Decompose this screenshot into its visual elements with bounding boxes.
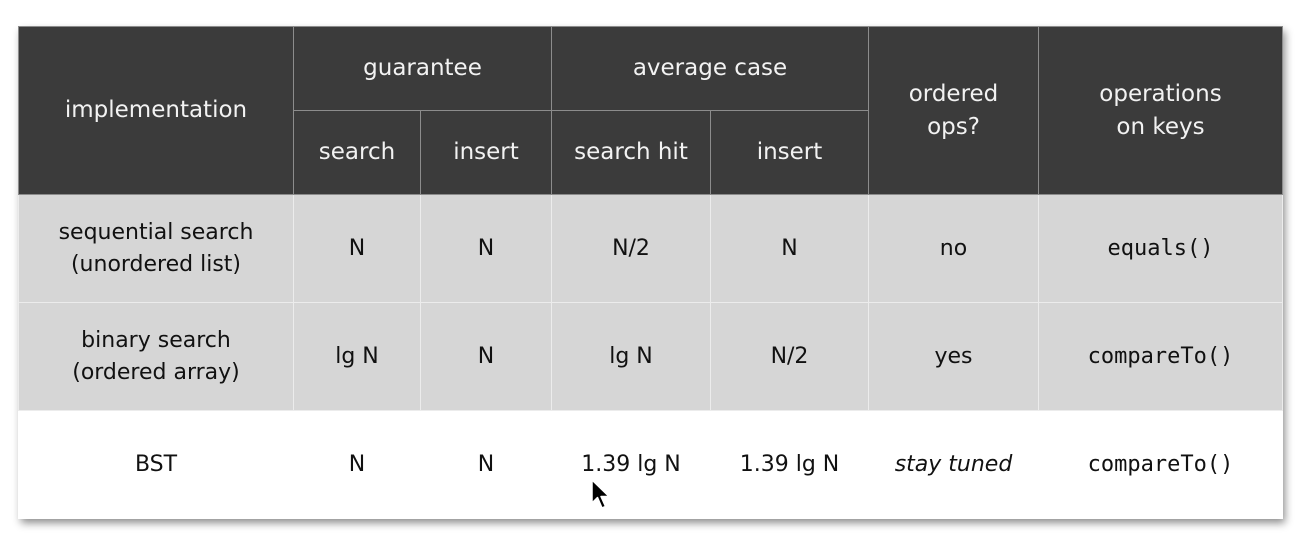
table-row: sequential search (unordered list) N N N… [18, 194, 1283, 303]
header-row-top: implementation guarantee average case or… [18, 26, 1283, 195]
implementation-line-1: sequential search [58, 219, 254, 245]
cell-ordered-ops: no [868, 194, 1039, 303]
cell-guarantee-search: lg N [293, 302, 421, 411]
header-ordered-ops-line-2: ops? [927, 113, 980, 140]
cell-implementation: sequential search (unordered list) [18, 194, 294, 303]
cell-ordered-ops: stay tuned [868, 410, 1039, 519]
comparison-table-frame: implementation guarantee average case or… [18, 26, 1283, 519]
mouse-pointer-arrow-icon [591, 479, 610, 509]
header-operations-on-keys: operations on keys [1038, 26, 1283, 195]
cell-average-insert: N/2 [710, 302, 869, 411]
cell-operations: compareTo() [1038, 410, 1283, 519]
cell-operations: equals() [1038, 194, 1283, 303]
header-average-insert: insert [710, 110, 869, 195]
implementation-line-2: (unordered list) [70, 251, 242, 277]
cell-average-search-hit: N/2 [551, 194, 711, 303]
cell-guarantee-search: N [293, 410, 421, 519]
table-row: binary search (ordered array) lg N N lg … [18, 302, 1283, 411]
header-guarantee: guarantee [293, 26, 552, 111]
cell-guarantee-search: N [293, 194, 421, 303]
header-guarantee-insert: insert [420, 110, 552, 195]
header-average-search-hit: search hit [551, 110, 711, 195]
header-guarantee-search: search [293, 110, 421, 195]
cell-ordered-ops: yes [868, 302, 1039, 411]
cell-guarantee-insert: N [420, 194, 552, 303]
cell-guarantee-insert: N [420, 302, 552, 411]
header-operations-line-1: operations [1099, 80, 1222, 107]
cell-average-insert: N [710, 194, 869, 303]
implementation-line-1: BST [134, 451, 178, 477]
cell-implementation: BST [18, 410, 294, 519]
cell-average-search-hit: 1.39 lg N [551, 410, 711, 519]
header-average-case: average case [551, 26, 869, 111]
cell-average-insert: 1.39 lg N [710, 410, 869, 519]
symbol-table-comparison: implementation guarantee average case or… [18, 26, 1283, 519]
cell-guarantee-insert: N [420, 410, 552, 519]
header-ordered-ops: ordered ops? [868, 26, 1039, 195]
cell-average-search-hit: lg N [551, 302, 711, 411]
table-row: BST N N 1.39 lg N 1.39 lg N stay tuned c… [18, 410, 1283, 519]
implementation-line-2: (ordered array) [72, 359, 240, 385]
implementation-line-1: binary search [81, 327, 231, 353]
header-implementation: implementation [18, 26, 294, 195]
header-row-sub: search insert search hit insert [19, 110, 1283, 195]
header-operations-line-2: on keys [1116, 113, 1205, 140]
cell-implementation: binary search (ordered array) [18, 302, 294, 411]
header-ordered-ops-line-1: ordered [908, 80, 999, 107]
cell-operations: compareTo() [1038, 302, 1283, 411]
